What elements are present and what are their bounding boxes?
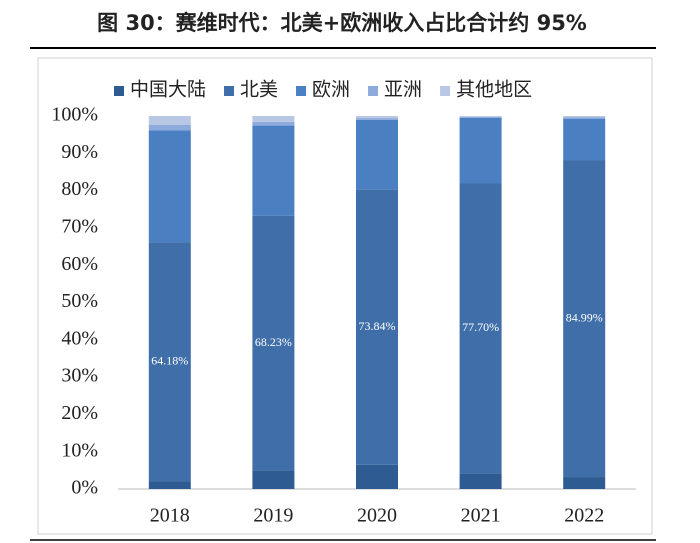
x-tick-label: 2018 bbox=[150, 505, 190, 527]
y-tick-label: 0% bbox=[71, 477, 98, 499]
x-tick-label: 2020 bbox=[357, 505, 397, 527]
bar-segment bbox=[252, 470, 295, 489]
legend-swatch bbox=[224, 86, 235, 96]
legend-label: 亚洲 bbox=[384, 79, 422, 100]
chart-frame bbox=[37, 57, 653, 535]
bar-segment bbox=[148, 481, 191, 489]
y-tick-label: 90% bbox=[61, 141, 98, 163]
bar-segment bbox=[356, 464, 398, 489]
bar-segment bbox=[459, 473, 502, 489]
legend-swatch bbox=[440, 86, 451, 96]
bar-segment bbox=[563, 160, 606, 478]
value-label: 77.70% bbox=[462, 320, 499, 334]
chart-title: 图 30：赛维时代：北美+欧洲收入占比合计约 95% bbox=[97, 11, 587, 35]
value-label: 68.23% bbox=[255, 335, 292, 349]
bar-segment bbox=[459, 116, 502, 118]
y-tick-label: 100% bbox=[51, 104, 98, 126]
legend-label: 欧洲 bbox=[312, 78, 350, 100]
x-tick-label: 2019 bbox=[253, 505, 293, 527]
bar-segment bbox=[563, 477, 606, 489]
bar-segment bbox=[459, 116, 502, 117]
legend-swatch bbox=[296, 86, 307, 96]
y-tick-label: 50% bbox=[61, 290, 98, 312]
bar-segment bbox=[459, 117, 502, 184]
bar-segment bbox=[563, 118, 606, 161]
value-label: 84.99% bbox=[566, 310, 603, 324]
bar-segment bbox=[356, 189, 398, 465]
bar-segment bbox=[563, 116, 606, 118]
bar-segment bbox=[148, 124, 191, 131]
y-tick-label: 10% bbox=[61, 439, 98, 461]
y-tick-label: 30% bbox=[61, 365, 98, 387]
bar-segment bbox=[563, 117, 606, 119]
bar-segment bbox=[459, 183, 502, 474]
y-tick-label: 70% bbox=[61, 215, 98, 237]
bar-segment bbox=[252, 116, 295, 122]
bar-segment bbox=[148, 242, 191, 482]
bar-segment bbox=[252, 121, 295, 126]
x-tick-label: 2021 bbox=[461, 505, 501, 527]
legend-swatch bbox=[368, 86, 379, 96]
bar-segment bbox=[356, 119, 398, 190]
bar-segment bbox=[148, 130, 191, 243]
bar-segment bbox=[252, 215, 295, 471]
bar-segment bbox=[356, 118, 398, 120]
y-tick-label: 60% bbox=[61, 253, 98, 275]
x-tick-label: 2022 bbox=[564, 505, 604, 527]
legend-label: 其他地区 bbox=[456, 78, 532, 100]
legend-label: 北美 bbox=[240, 78, 278, 100]
bar-segment bbox=[148, 116, 191, 125]
legend-swatch bbox=[114, 86, 124, 96]
bar-segment bbox=[356, 116, 398, 119]
value-label: 64.18% bbox=[151, 354, 188, 368]
y-tick-label: 40% bbox=[61, 327, 98, 349]
y-tick-label: 20% bbox=[61, 402, 98, 424]
bar-segment bbox=[252, 125, 295, 216]
value-label: 73.84% bbox=[359, 319, 396, 333]
y-tick-label: 80% bbox=[61, 178, 98, 200]
legend-label: 中国大陆 bbox=[130, 78, 206, 100]
